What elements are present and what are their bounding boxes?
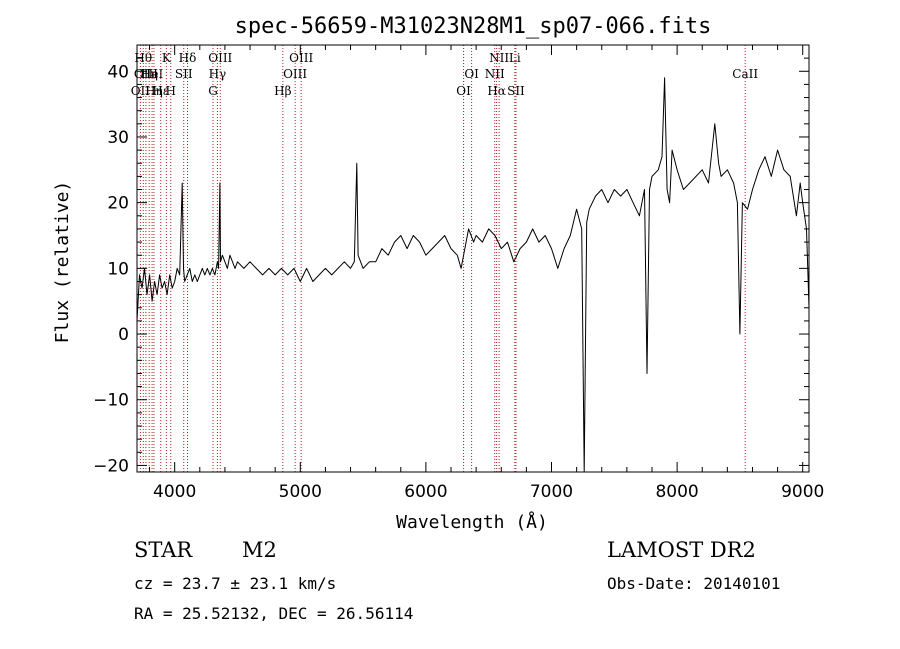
spectrum-line-0 [136, 77, 810, 473]
line-label-20: Hα [487, 84, 506, 98]
line-label-4: HeI [141, 67, 164, 81]
line-label-21: NII [489, 51, 509, 65]
plot-frame [136, 44, 810, 473]
line-label-6: Hε [152, 84, 169, 98]
line-label-2: OIII [134, 67, 158, 81]
line-label-16: OIII [289, 51, 313, 65]
y-tick-label-6: 40 [107, 62, 129, 82]
object-class: STAR [134, 538, 193, 562]
line-label-10: Hδ [179, 51, 197, 65]
x-tick-label-3: 7000 [530, 482, 573, 502]
line-label-3: Hη [140, 67, 158, 81]
line-label-8: H [166, 84, 176, 98]
spectral-line-markers: OIIHθOIIIHηHeIHηHεKHSIIHδGHγOIIIHβOIIIOI… [131, 45, 758, 472]
line-label-0: OII [131, 84, 151, 98]
y-axis-label: Flux (relative) [52, 181, 73, 344]
line-label-19: NII [485, 67, 505, 81]
observation-date: Obs-Date: 20140101 [607, 574, 781, 593]
line-label-11: G [208, 84, 218, 98]
line-label-18: OI [464, 67, 479, 81]
x-tick-label-5: 9000 [781, 482, 824, 502]
line-label-14: Hβ [274, 84, 291, 98]
line-label-24: CaII [732, 67, 758, 81]
x-tick-label-4: 8000 [655, 482, 698, 502]
y-tick-label-3: 10 [107, 259, 129, 279]
coordinates: RA = 25.52132, DEC = 26.56114 [134, 604, 414, 623]
x-tick-label-1: 5000 [279, 482, 322, 502]
line-label-5: Hη [145, 84, 163, 98]
y-tick-label-4: 20 [107, 194, 129, 214]
object-subclass: M2 [242, 538, 277, 562]
line-label-13: OIII [208, 51, 232, 65]
line-label-7: K [162, 51, 172, 65]
x-tick-label-0: 4000 [153, 482, 196, 502]
redshift-cz: cz = 23.7 ± 23.1 km/s [134, 574, 337, 593]
y-tick-label-5: 30 [107, 128, 129, 148]
y-tick-label-0: −20 [93, 456, 129, 476]
axis-ticks: 4000 5000 6000 7000 8000 9000 −20 −10 0 10 20 30 40 [93, 45, 824, 502]
line-label-12: Hγ [209, 67, 227, 81]
x-axis-label: Wavelength (Å) [396, 511, 548, 533]
y-tick-label-2: 0 [118, 325, 129, 345]
line-label-22: Li [509, 51, 521, 65]
survey-name: LAMOST DR2 [607, 538, 756, 562]
spectrum-series [136, 77, 810, 473]
line-label-23: SII [507, 84, 525, 98]
y-tick-label-1: −10 [93, 391, 129, 411]
line-label-1: Hθ [134, 51, 152, 65]
line-label-17: OI [456, 84, 471, 98]
line-label-15: OIII [283, 67, 307, 81]
x-tick-label-2: 6000 [404, 482, 447, 502]
chart-title: spec-56659-M31023N28M1_sp07-066.fits [235, 14, 712, 39]
line-label-9: SII [175, 67, 193, 81]
